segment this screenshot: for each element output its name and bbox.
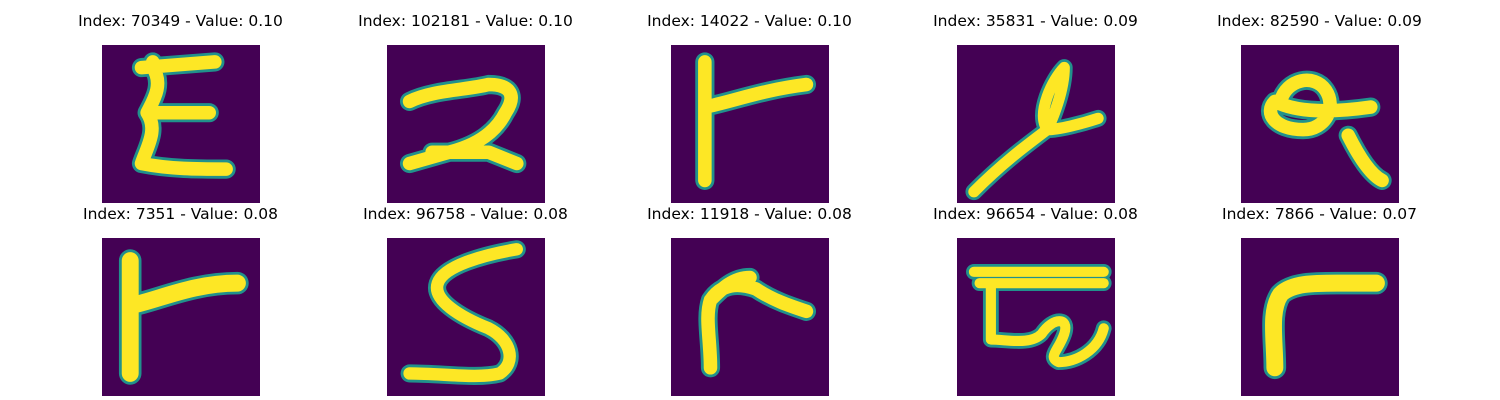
sample-title: Index: 96654 - Value: 0.08 <box>933 205 1138 223</box>
sample-title: Index: 35831 - Value: 0.09 <box>933 12 1138 30</box>
sample-title: Index: 7351 - Value: 0.08 <box>83 205 278 223</box>
sample-tile-82590: Index: 82590 - Value: 0.09 <box>1177 10 1462 203</box>
digit-image <box>102 238 260 396</box>
digit-image <box>1241 45 1399 203</box>
digit-image <box>957 238 1115 396</box>
sample-tile-102181: Index: 102181 - Value: 0.10 <box>323 10 608 203</box>
sample-tile-11918: Index: 11918 - Value: 0.08 <box>607 203 892 396</box>
sample-tile-70349: Index: 70349 - Value: 0.10 <box>38 10 323 203</box>
digit-image <box>671 45 829 203</box>
sample-title: Index: 82590 - Value: 0.09 <box>1217 12 1422 30</box>
sample-title: Index: 102181 - Value: 0.10 <box>358 12 573 30</box>
sample-title: Index: 11918 - Value: 0.08 <box>647 205 852 223</box>
digit-image <box>387 238 545 396</box>
digit-image <box>957 45 1115 203</box>
sample-tile-96758: Index: 96758 - Value: 0.08 <box>323 203 608 396</box>
sample-tile-7866: Index: 7866 - Value: 0.07 <box>1177 203 1462 396</box>
sample-title: Index: 96758 - Value: 0.08 <box>363 205 568 223</box>
digit-image <box>387 45 545 203</box>
digit-image <box>1241 238 1399 396</box>
sample-title: Index: 70349 - Value: 0.10 <box>78 12 283 30</box>
digit-image <box>102 45 260 203</box>
digit-image <box>671 238 829 396</box>
sample-tile-14022: Index: 14022 - Value: 0.10 <box>607 10 892 203</box>
sample-tile-96654: Index: 96654 - Value: 0.08 <box>893 203 1178 396</box>
sample-title: Index: 14022 - Value: 0.10 <box>647 12 852 30</box>
sample-tile-7351: Index: 7351 - Value: 0.08 <box>38 203 323 396</box>
sample-tile-35831: Index: 35831 - Value: 0.09 <box>893 10 1178 203</box>
sample-title: Index: 7866 - Value: 0.07 <box>1222 205 1417 223</box>
